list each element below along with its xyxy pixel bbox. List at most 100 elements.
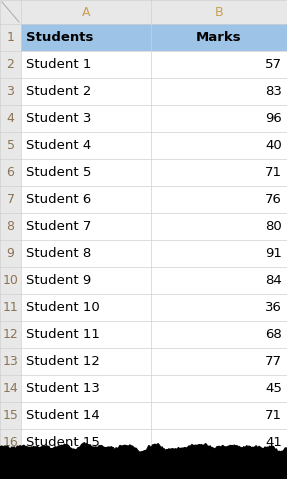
Text: 2: 2 <box>7 58 14 71</box>
Text: 14: 14 <box>3 382 18 395</box>
Bar <box>0 78 21 105</box>
Text: Students: Students <box>26 31 93 44</box>
Text: Student 10: Student 10 <box>26 301 100 314</box>
Bar <box>21 0 287 24</box>
Bar <box>21 105 151 132</box>
Text: 7: 7 <box>7 193 15 206</box>
Bar <box>0 105 21 132</box>
Text: Student 7: Student 7 <box>26 220 91 233</box>
Text: 15: 15 <box>3 409 18 422</box>
Bar <box>151 240 287 267</box>
Bar <box>151 159 287 186</box>
Bar <box>21 159 151 186</box>
Bar <box>151 267 287 294</box>
Text: 12: 12 <box>3 328 18 341</box>
Text: 84: 84 <box>265 274 282 287</box>
Text: 16: 16 <box>3 436 18 449</box>
Text: 68: 68 <box>265 328 282 341</box>
Bar <box>151 51 287 78</box>
Text: Student 13: Student 13 <box>26 382 100 395</box>
Text: 57: 57 <box>265 58 282 71</box>
Bar <box>0 213 21 240</box>
Bar <box>151 375 287 402</box>
Text: 77: 77 <box>265 355 282 368</box>
Bar <box>0 321 21 348</box>
Bar <box>0 51 21 78</box>
Bar <box>0 429 21 456</box>
Bar <box>21 240 151 267</box>
Bar <box>21 51 151 78</box>
Text: A: A <box>82 5 90 19</box>
Bar <box>151 294 287 321</box>
Text: Student 9: Student 9 <box>26 274 91 287</box>
Bar <box>151 78 287 105</box>
Bar <box>151 105 287 132</box>
Text: 91: 91 <box>265 247 282 260</box>
Bar <box>151 402 287 429</box>
Bar <box>151 186 287 213</box>
Text: 41: 41 <box>265 436 282 449</box>
Bar <box>21 24 151 51</box>
Bar <box>0 267 21 294</box>
Bar <box>21 429 151 456</box>
Text: 40: 40 <box>265 139 282 152</box>
Text: 36: 36 <box>265 301 282 314</box>
Bar <box>0 159 21 186</box>
Bar <box>21 267 151 294</box>
Text: 4: 4 <box>7 112 14 125</box>
Text: Student 2: Student 2 <box>26 85 91 98</box>
Bar <box>151 213 287 240</box>
Text: 80: 80 <box>265 220 282 233</box>
Text: Student 4: Student 4 <box>26 139 91 152</box>
Text: 9: 9 <box>7 247 14 260</box>
Bar <box>21 78 151 105</box>
Text: B: B <box>215 5 223 19</box>
Bar <box>0 132 21 159</box>
Text: Student 1: Student 1 <box>26 58 91 71</box>
Bar <box>21 375 151 402</box>
Bar <box>0 402 21 429</box>
Text: 8: 8 <box>7 220 15 233</box>
Text: Student 12: Student 12 <box>26 355 100 368</box>
Text: Student 11: Student 11 <box>26 328 100 341</box>
Polygon shape <box>0 443 287 479</box>
Text: 5: 5 <box>7 139 15 152</box>
Bar <box>151 348 287 375</box>
Bar <box>151 24 287 51</box>
Text: Student 6: Student 6 <box>26 193 91 206</box>
Text: 1: 1 <box>7 31 14 44</box>
Text: 45: 45 <box>265 382 282 395</box>
Text: Student 8: Student 8 <box>26 247 91 260</box>
Text: 76: 76 <box>265 193 282 206</box>
Bar <box>21 186 151 213</box>
Bar <box>21 213 151 240</box>
Bar <box>21 321 151 348</box>
Bar <box>0 348 21 375</box>
Text: Student 14: Student 14 <box>26 409 100 422</box>
Text: 71: 71 <box>265 409 282 422</box>
Bar <box>151 321 287 348</box>
Bar <box>0 24 21 51</box>
Bar <box>151 132 287 159</box>
Text: Marks: Marks <box>196 31 242 44</box>
Bar <box>21 402 151 429</box>
Text: Student 3: Student 3 <box>26 112 91 125</box>
Bar <box>0 0 21 24</box>
Text: Student 15: Student 15 <box>26 436 100 449</box>
Bar <box>21 132 151 159</box>
Text: 83: 83 <box>265 85 282 98</box>
Text: 10: 10 <box>3 274 18 287</box>
Text: 3: 3 <box>7 85 14 98</box>
Bar <box>0 294 21 321</box>
Bar <box>21 348 151 375</box>
Bar <box>0 375 21 402</box>
Bar <box>0 186 21 213</box>
Text: 96: 96 <box>265 112 282 125</box>
Text: 71: 71 <box>265 166 282 179</box>
Bar <box>151 429 287 456</box>
Bar <box>0 240 21 267</box>
Bar <box>21 294 151 321</box>
Text: Student 5: Student 5 <box>26 166 91 179</box>
Text: 11: 11 <box>3 301 18 314</box>
Text: 13: 13 <box>3 355 18 368</box>
